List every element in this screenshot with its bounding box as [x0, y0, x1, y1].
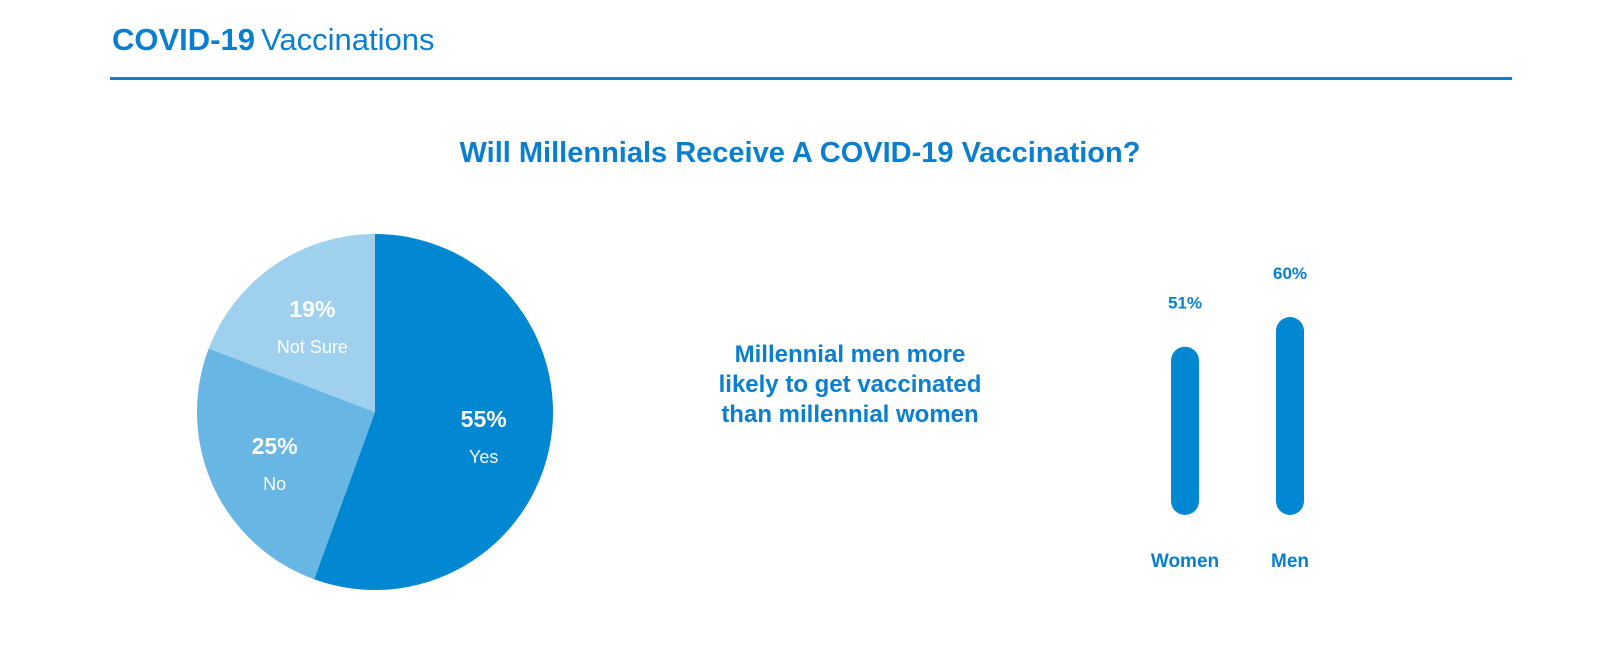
header-title-light: Vaccinations: [260, 22, 435, 57]
pie-percent-label: 55%: [461, 406, 507, 432]
pie-slice-yes: [314, 234, 553, 590]
bar-value-label: 51%: [1168, 294, 1202, 313]
callout-text: Millennial men more likely to get vaccin…: [660, 340, 1040, 430]
pie-slice-no: [196, 348, 375, 580]
header-title-bold: COVID-19: [112, 22, 255, 57]
callout-line: Millennial men more: [734, 341, 966, 368]
pie-percent-label: 19%: [289, 296, 335, 322]
pie-category-label: Yes: [469, 447, 498, 467]
pie-chart: 55% Yes 25% No 19% Not Sure: [196, 234, 553, 590]
pie-percent-label: 25%: [252, 433, 298, 459]
callout-line: likely to get vaccinated: [718, 371, 982, 398]
header-divider: [110, 77, 1512, 80]
callout-line: than millennial women: [721, 401, 979, 428]
page-header: COVID-19 Vaccinations: [112, 22, 434, 58]
bar-category-label: Women: [1151, 551, 1219, 572]
pie-category-label: No: [263, 474, 286, 494]
pie-category-label: Not Sure: [277, 337, 348, 357]
bar-women: [1171, 346, 1199, 515]
pie-slice-not-sure: [208, 234, 375, 412]
bar-men: [1276, 317, 1304, 515]
bar-chart: 51% Women 60% Men: [1151, 264, 1309, 572]
bar-value-label: 60%: [1273, 264, 1307, 283]
chart-title: Will Millennials Receive A COVID-19 Vacc…: [459, 137, 1141, 169]
bar-category-label: Men: [1271, 551, 1309, 572]
